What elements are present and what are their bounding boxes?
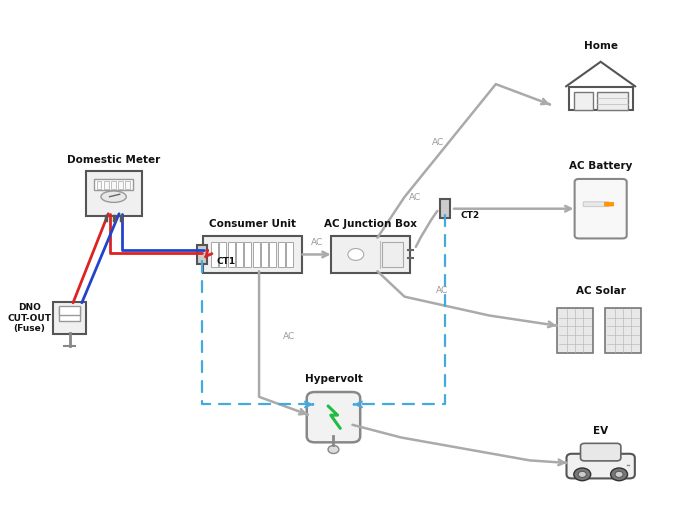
Text: Hypervolt: Hypervolt [305,374,363,384]
FancyBboxPatch shape [244,242,252,267]
Circle shape [611,468,627,481]
FancyBboxPatch shape [104,181,109,189]
Circle shape [574,468,591,481]
FancyBboxPatch shape [111,181,116,189]
Ellipse shape [101,191,127,203]
Text: Consumer Unit: Consumer Unit [208,219,296,229]
FancyBboxPatch shape [597,93,628,110]
FancyBboxPatch shape [197,245,206,264]
FancyBboxPatch shape [94,179,133,190]
FancyBboxPatch shape [219,242,226,267]
FancyBboxPatch shape [59,307,80,321]
FancyBboxPatch shape [568,87,633,110]
Text: AC: AC [283,332,296,341]
FancyBboxPatch shape [252,242,260,267]
FancyBboxPatch shape [270,242,277,267]
FancyBboxPatch shape [278,242,285,267]
FancyBboxPatch shape [604,203,614,206]
FancyBboxPatch shape [566,454,635,479]
Text: Home: Home [583,41,618,51]
Text: AC: AC [310,238,323,247]
FancyBboxPatch shape [307,392,361,443]
Text: EV: EV [593,426,608,436]
Circle shape [348,248,364,261]
Circle shape [328,445,339,453]
FancyBboxPatch shape [59,306,80,315]
FancyBboxPatch shape [286,242,293,267]
FancyBboxPatch shape [118,181,122,189]
Text: Domestic Meter: Domestic Meter [67,155,160,166]
Text: AC: AC [409,193,421,201]
Text: AC Junction Box: AC Junction Box [324,219,417,229]
FancyBboxPatch shape [605,308,641,353]
FancyBboxPatch shape [557,308,592,353]
FancyBboxPatch shape [97,181,101,189]
Circle shape [615,471,623,478]
FancyBboxPatch shape [203,236,301,272]
FancyBboxPatch shape [228,242,235,267]
Text: DNO
CUT-OUT
(Fuse): DNO CUT-OUT (Fuse) [7,303,51,333]
FancyBboxPatch shape [53,302,86,334]
FancyBboxPatch shape [574,91,593,110]
FancyBboxPatch shape [236,242,243,267]
FancyBboxPatch shape [583,202,609,207]
Circle shape [578,471,586,478]
Text: CT2: CT2 [460,211,480,220]
FancyBboxPatch shape [581,444,621,461]
FancyBboxPatch shape [125,181,130,189]
FancyBboxPatch shape [211,242,218,267]
Text: AC Battery: AC Battery [569,160,632,171]
Text: AC: AC [436,286,448,295]
FancyBboxPatch shape [440,199,450,218]
FancyBboxPatch shape [382,242,402,267]
Text: CT1: CT1 [217,257,236,266]
Text: AC Solar: AC Solar [576,286,625,296]
FancyBboxPatch shape [261,242,268,267]
FancyBboxPatch shape [85,171,142,216]
FancyBboxPatch shape [574,179,627,238]
Text: AC: AC [432,138,444,147]
FancyBboxPatch shape [332,236,410,272]
